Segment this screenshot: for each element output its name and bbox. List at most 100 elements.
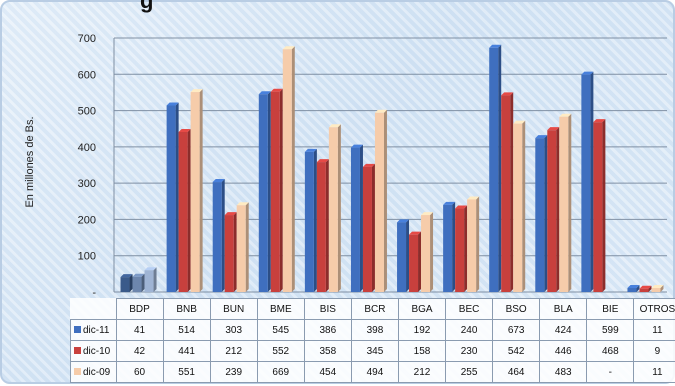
bar — [409, 235, 418, 292]
bar — [489, 48, 498, 292]
data-value-cell: 358 — [304, 341, 351, 362]
bar-side — [360, 145, 363, 292]
bar — [329, 127, 338, 292]
data-value-cell: 446 — [540, 341, 587, 362]
data-value-cell: 673 — [493, 320, 540, 341]
category-label: BDP — [116, 299, 163, 320]
bar-side — [498, 45, 501, 292]
bar-side — [384, 110, 387, 292]
data-value-cell: 255 — [446, 362, 493, 383]
bar-side — [510, 92, 513, 292]
bar — [639, 289, 648, 292]
bar — [213, 182, 222, 292]
data-value-cell: 542 — [493, 341, 540, 362]
data-value-cell: 424 — [540, 320, 587, 341]
data-value-cell: 239 — [210, 362, 257, 383]
bar — [179, 132, 188, 292]
series-legend-cell: dic-09 — [71, 362, 117, 383]
data-value-cell: 545 — [257, 320, 304, 341]
data-value-cell: 11 — [634, 320, 675, 341]
data-value-cell: 345 — [351, 341, 398, 362]
data-value-cell: 464 — [493, 362, 540, 383]
data-value-cell: 240 — [446, 320, 493, 341]
y-tick-label: 200 — [78, 214, 96, 226]
bar-side — [568, 114, 571, 292]
bar — [145, 270, 154, 292]
category-label: BIS — [304, 299, 351, 320]
data-value-cell: 212 — [210, 341, 257, 362]
bar-side — [338, 124, 341, 292]
y-tick-label: 600 — [78, 69, 96, 81]
bar — [547, 130, 556, 292]
data-value-cell: 60 — [116, 362, 163, 383]
bar — [375, 113, 384, 292]
bar — [259, 94, 268, 292]
bar — [225, 215, 234, 292]
legend-swatch — [74, 347, 81, 354]
bar — [559, 117, 568, 292]
bar — [501, 95, 510, 292]
bar-side — [246, 202, 249, 292]
bar — [305, 152, 314, 292]
bar-side — [326, 159, 329, 292]
y-tick-label: 500 — [78, 106, 96, 118]
data-value-cell: 599 — [587, 320, 634, 341]
data-value-cell: 230 — [446, 341, 493, 362]
bar-side — [280, 89, 283, 292]
category-label: BLA — [540, 299, 587, 320]
bar — [133, 277, 142, 292]
category-label: BGA — [398, 299, 445, 320]
y-tick-label: 400 — [78, 142, 96, 154]
bar-side — [292, 46, 295, 292]
data-value-cell: 158 — [398, 341, 445, 362]
bar — [535, 138, 544, 292]
bar-side — [314, 149, 317, 292]
category-label: BCR — [351, 299, 398, 320]
data-value-cell: 41 — [116, 320, 163, 341]
y-tick-label: 300 — [78, 178, 96, 190]
category-label: BIE — [587, 299, 634, 320]
bar-side — [418, 232, 421, 292]
category-label: BSO — [493, 299, 540, 320]
data-value-cell: 303 — [210, 320, 257, 341]
bar — [651, 288, 660, 292]
bar-side — [544, 135, 547, 292]
data-value-cell: 669 — [257, 362, 304, 383]
bar-side — [154, 267, 157, 292]
bar — [455, 209, 464, 292]
data-value-cell: 551 — [163, 362, 210, 383]
bar-side — [222, 179, 225, 292]
bar — [627, 288, 636, 292]
bar-side — [522, 121, 525, 292]
bar-side — [476, 196, 479, 292]
data-value-cell: 494 — [351, 362, 398, 383]
data-value-cell: 483 — [540, 362, 587, 383]
bar — [421, 215, 430, 292]
category-label: BME — [257, 299, 304, 320]
bar-side — [130, 274, 133, 292]
series-legend-cell: dic-10 — [71, 341, 117, 362]
data-value-cell: - — [587, 362, 634, 383]
bar — [317, 162, 326, 292]
bar — [363, 167, 372, 292]
series-name: dic-09 — [83, 367, 110, 378]
bar — [467, 199, 476, 292]
bar — [167, 105, 176, 292]
bar — [397, 222, 406, 292]
bar — [443, 205, 452, 292]
bar-side — [234, 212, 237, 292]
data-value-cell: 11 — [634, 362, 675, 383]
bar-side — [188, 129, 191, 292]
data-value-cell: 552 — [257, 341, 304, 362]
bar-side — [590, 72, 593, 292]
bar — [121, 277, 130, 292]
data-value-cell: 454 — [304, 362, 351, 383]
table-corner — [71, 299, 117, 320]
series-name: dic-10 — [83, 346, 110, 357]
bar — [283, 49, 292, 292]
bar-side — [602, 119, 605, 292]
